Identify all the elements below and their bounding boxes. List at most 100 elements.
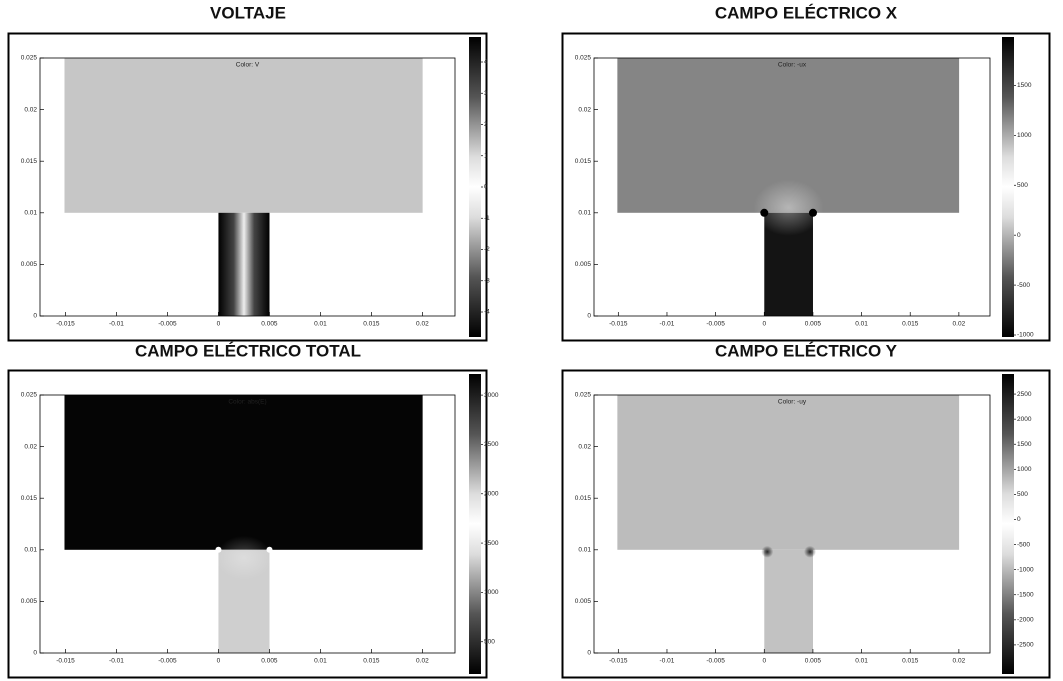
x-tick-label: 0.02 — [416, 321, 429, 328]
y-tick-label: 0.02 — [578, 443, 591, 450]
panel: Color: -uy -0.015 -0.01 -0.005 0 0.005 0.01 0.0… — [561, 369, 1051, 679]
colorbar-tick-label: 1500 — [484, 540, 499, 547]
y-tick-label: 0 — [33, 650, 37, 657]
plot-frame — [39, 394, 456, 654]
x-tick-label: 0.01 — [855, 321, 868, 328]
colorbar-tick-label: -3 — [484, 277, 490, 284]
colorbar-tick-label: -4 — [484, 309, 490, 316]
colorbar-tick-label: 500 — [484, 638, 495, 645]
x-tick-label: -0.01 — [109, 658, 124, 665]
field-y — [764, 549, 813, 653]
x-tick-label: -0.015 — [609, 658, 628, 665]
x-tick-label: -0.01 — [660, 658, 675, 665]
panel-title: CAMPO ELÉCTRICO X — [715, 3, 898, 22]
colorbar-tick-label: -500 — [1017, 282, 1030, 289]
x-tick-label: 0.02 — [416, 658, 429, 665]
y-tick-label: 0.01 — [24, 210, 37, 217]
field-t — [64, 395, 423, 550]
panel-title: VOLTAJE — [210, 3, 286, 22]
y-tick-label: 0.005 — [575, 598, 592, 605]
x-tick-label: 0 — [762, 321, 766, 328]
colorbar-tick-label: 2 — [484, 121, 488, 128]
colorbar-tick-label: 1000 — [1017, 466, 1032, 473]
field-glow — [753, 179, 824, 236]
x-tick-label: 0.015 — [363, 321, 380, 328]
colorbar — [469, 37, 481, 337]
x-tick-label: 0.005 — [805, 321, 822, 328]
y-tick-label: 0.015 — [21, 495, 38, 502]
y-tick-label: 0.01 — [578, 547, 591, 554]
panel-title: CAMPO ELÉCTRICO TOTAL — [135, 341, 361, 360]
x-tick-label: 0.015 — [902, 321, 919, 328]
colorbar — [469, 374, 481, 674]
field-glow — [215, 535, 272, 580]
corner-dot — [215, 546, 222, 553]
colorbar-tick-label: -1000 — [1017, 566, 1034, 573]
colorbar-tick-label: 1000 — [1017, 132, 1032, 139]
y-tick-label: 0.015 — [575, 495, 592, 502]
colorbar-tick-label: 1500 — [1017, 441, 1032, 448]
y-tick-label: 0.025 — [21, 392, 38, 399]
y-tick-label: 0.025 — [21, 55, 38, 62]
field-v — [64, 58, 423, 213]
corner-dot — [803, 545, 816, 558]
panel-title: CAMPO ELÉCTRICO Y — [715, 341, 898, 360]
field-y — [617, 395, 960, 550]
plot-subtitle: Color: abs(E) — [228, 399, 266, 406]
x-tick-label: 0.005 — [805, 658, 822, 665]
y-tick-label: 0 — [587, 313, 591, 320]
plot-subtitle: Color: -uy — [778, 399, 807, 406]
x-tick-label: -0.015 — [56, 658, 75, 665]
colorbar-tick-label: 2000 — [484, 490, 499, 497]
panel: Color: abs(E) -0.015 -0.01 -0.005 0 0.005 0.01… — [7, 369, 499, 679]
colorbar-tick-label: -500 — [1017, 541, 1030, 548]
x-tick-label: 0.015 — [902, 658, 919, 665]
colorbar-tick-label: 1500 — [1017, 82, 1032, 89]
x-tick-label: 0 — [217, 321, 221, 328]
plot-frame — [39, 57, 456, 317]
y-tick-label: 0.015 — [21, 158, 38, 165]
x-tick-label: -0.01 — [660, 321, 675, 328]
y-tick-label: 0.025 — [575, 392, 592, 399]
colorbar — [1002, 374, 1014, 674]
x-tick-label: 0.02 — [953, 321, 966, 328]
y-tick-label: 0.01 — [578, 210, 591, 217]
y-tick-label: 0.02 — [578, 106, 591, 113]
colorbar-tick-label: 500 — [1017, 182, 1028, 189]
colorbar-tick-label: -1500 — [1017, 591, 1034, 598]
x-tick-label: 0.015 — [363, 658, 380, 665]
corner-dot — [761, 545, 774, 558]
x-tick-label: -0.015 — [609, 321, 628, 328]
x-tick-label: 0.02 — [953, 658, 966, 665]
colorbar-tick-label: 2000 — [1017, 416, 1032, 423]
colorbar-tick-label: 0 — [484, 184, 488, 191]
plot-frame — [593, 57, 991, 317]
x-tick-label: 0 — [217, 658, 221, 665]
colorbar-tick-label: 3 — [484, 90, 488, 97]
colorbar-tick-label: -1 — [484, 215, 490, 222]
colorbar — [1002, 37, 1014, 337]
colorbar-tick-label: 500 — [1017, 491, 1028, 498]
colorbar-tick-label: -2500 — [1017, 642, 1034, 649]
field-v — [218, 212, 270, 316]
x-tick-label: -0.005 — [706, 321, 725, 328]
x-tick-label: 0 — [762, 658, 766, 665]
y-tick-label: 0.005 — [21, 261, 38, 268]
y-tick-label: 0.02 — [24, 106, 37, 113]
plot-subtitle: Color: -ux — [778, 62, 807, 69]
corner-dot — [266, 546, 273, 553]
colorbar-tick-label: 0 — [1017, 516, 1021, 523]
corner-dot — [808, 208, 817, 217]
colorbar-tick-label: 4 — [484, 59, 488, 66]
x-tick-label: 0.005 — [261, 321, 278, 328]
x-tick-label: 0.01 — [314, 658, 327, 665]
panel: Color: V -0.015 -0.01 -0.005 0 0.005 0.01 0.015… — [7, 32, 490, 342]
x-tick-label: 0.01 — [855, 658, 868, 665]
y-tick-label: 0 — [33, 313, 37, 320]
colorbar-tick-label: -2 — [484, 246, 490, 253]
colorbar-tick-label: 3000 — [484, 392, 499, 399]
y-tick-label: 0.005 — [575, 261, 592, 268]
x-tick-label: -0.005 — [158, 658, 177, 665]
plot-subtitle: Color: V — [236, 62, 260, 69]
